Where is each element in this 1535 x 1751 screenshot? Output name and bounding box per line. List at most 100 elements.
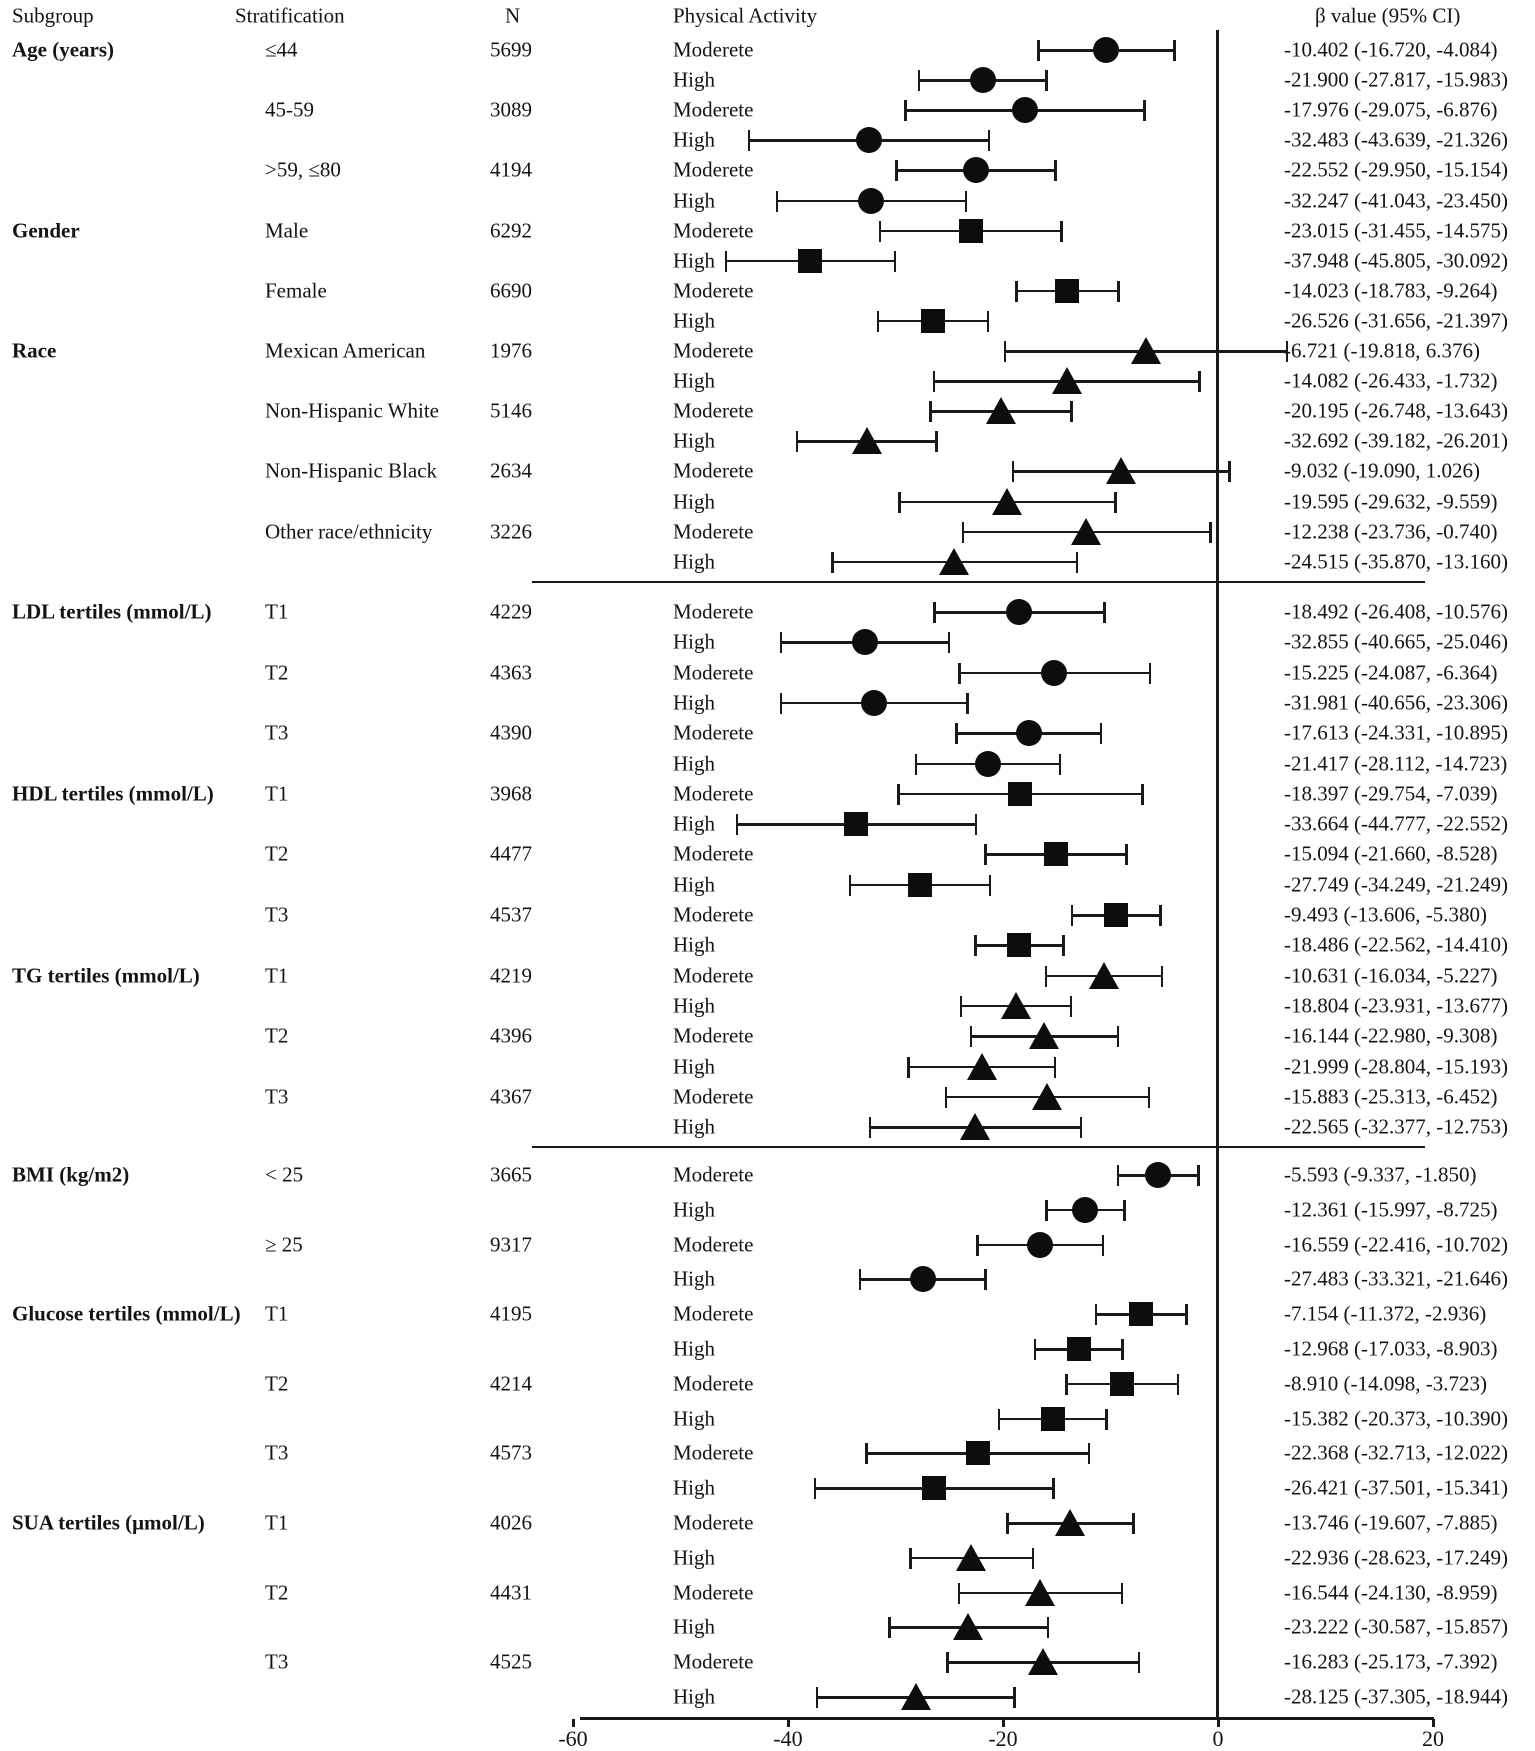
point-estimate-triangle [992,487,1023,515]
n-value: 4431 [490,1580,532,1605]
beta-ci-value: -32.247 (-41.043, -23.450) [1284,188,1508,212]
n-value: 4390 [490,720,532,745]
subgroup-label: Age (years) [12,37,115,62]
ci-cap-right [1197,1165,1200,1186]
activity-label: Moderete [673,660,754,685]
x-axis-tick [572,1719,575,1727]
point-estimate-triangle [1055,1509,1086,1536]
ci-cap-left [974,935,977,957]
ci-cap-left [957,1582,961,1604]
activity-label: Moderete [673,1301,754,1326]
ci-cap-right [984,1269,987,1291]
stratification-label: T2 [265,1023,289,1048]
ci-cap-left [1037,40,1040,61]
stratification-label: ≤44 [265,37,298,62]
beta-ci-value: -18.486 (-22.562, -14.410) [1284,932,1508,957]
stratification-label: T1 [265,781,289,806]
ci-cap-right [974,814,978,836]
ci-cap-left [1044,965,1048,987]
ci-cap-left [878,220,882,242]
activity-label: High [673,751,715,775]
point-estimate-triangle [1071,517,1102,545]
subgroup-label: Gender [12,218,80,243]
beta-ci-value: -28.125 (-37.305, -18.944) [1284,1684,1508,1709]
ci-cap-left [946,1652,949,1674]
n-value: 4026 [490,1510,532,1535]
activity-label: Moderete [673,1232,754,1257]
subgroup-label: TG tertiles (mmol/L) [12,963,200,988]
zero-reference-line [1216,30,1219,1720]
ci-cap-left [976,1234,979,1256]
ci-cap-right [1031,1547,1035,1569]
stratification-label: T2 [265,660,289,685]
ci-cap-left [735,814,739,836]
ci-cap-right [1176,1373,1180,1395]
ci-cap-right [1141,783,1144,805]
ci-cap-right [1099,723,1103,745]
beta-ci-value: -5.593 (-9.337, -1.850) [1284,1162,1477,1187]
ci-cap-left [1003,341,1007,362]
ci-cap-right [1058,753,1062,775]
beta-ci-value: -21.999 (-28.804, -15.193) [1284,1054,1508,1078]
ci-cap-right [1069,995,1073,1017]
activity-label: High [673,1684,715,1709]
ci-cap-left [1070,905,1074,926]
activity-label: High [673,1406,715,1431]
ci-cap-left [914,753,918,775]
point-estimate-circle [1015,720,1042,747]
point-estimate-square [920,308,945,333]
beta-ci-value: -26.421 (-37.501, -15.341) [1284,1475,1508,1500]
x-tick-label: -20 [988,1726,1018,1751]
ci-cap-left [932,371,936,393]
point-estimate-square [1007,933,1032,958]
beta-ci-value: -13.746 (-19.607, -7.885) [1284,1510,1498,1535]
point-estimate-square [844,812,869,837]
ci-cap-left [779,692,783,714]
activity-label: High [673,1475,715,1500]
point-estimate-triangle [1029,1022,1060,1050]
ci-cap-left [865,1443,868,1465]
beta-ci-value: -31.981 (-40.656, -23.306) [1284,690,1508,715]
subgroup-label: BMI (kg/m2) [12,1162,130,1187]
point-estimate-circle [1144,1162,1171,1188]
beta-ci-value: -18.397 (-29.754, -7.039) [1284,781,1498,806]
point-estimate-triangle [900,1683,931,1710]
activity-label: Moderete [673,1371,754,1396]
activity-label: High [673,127,715,152]
stratification-label: T2 [265,1371,289,1396]
point-estimate-triangle [966,1052,997,1080]
activity-label: Moderete [673,37,754,62]
point-estimate-circle [974,750,1001,777]
beta-ci-value: -17.976 (-29.075, -6.876) [1284,97,1498,122]
ci-cap-left [813,1478,817,1500]
ci-cap-left [955,723,958,745]
n-value: 4219 [490,963,532,988]
activity-label: Moderete [673,963,754,988]
beta-ci-value: -16.283 (-25.173, -7.392) [1284,1649,1498,1674]
ci-cap-right [988,874,992,896]
point-estimate-triangle [1130,337,1161,364]
activity-label: Moderete [673,841,754,866]
activity-label: Moderete [673,1580,754,1605]
ci-cap-right [1101,1234,1105,1256]
ci-cap-right [1159,905,1162,926]
beta-ci-value: -14.023 (-18.783, -9.264) [1284,278,1498,303]
point-estimate-square [921,1476,946,1501]
n-value: 3226 [490,519,532,544]
ci-cap-right [1114,491,1117,513]
point-estimate-square [798,248,823,273]
point-estimate-circle [1011,97,1038,124]
beta-ci-value: -22.565 (-32.377, -12.753) [1284,1114,1508,1139]
beta-ci-value: -8.910 (-14.098, -3.723) [1284,1371,1487,1396]
ci-cap-right [935,431,938,453]
activity-label: High [673,308,715,333]
stratification-label: Non-Hispanic Black [265,458,438,483]
n-value: 4363 [490,660,532,685]
ci-cap-right [1117,280,1120,302]
ci-cap-right [1052,1478,1055,1500]
n-value: 9317 [490,1232,532,1257]
ci-cap-right [1123,1199,1126,1221]
point-estimate-circle [861,689,888,716]
ci-cap-left [969,1026,973,1048]
beta-ci-value: -27.749 (-34.249, -21.249) [1284,872,1508,897]
